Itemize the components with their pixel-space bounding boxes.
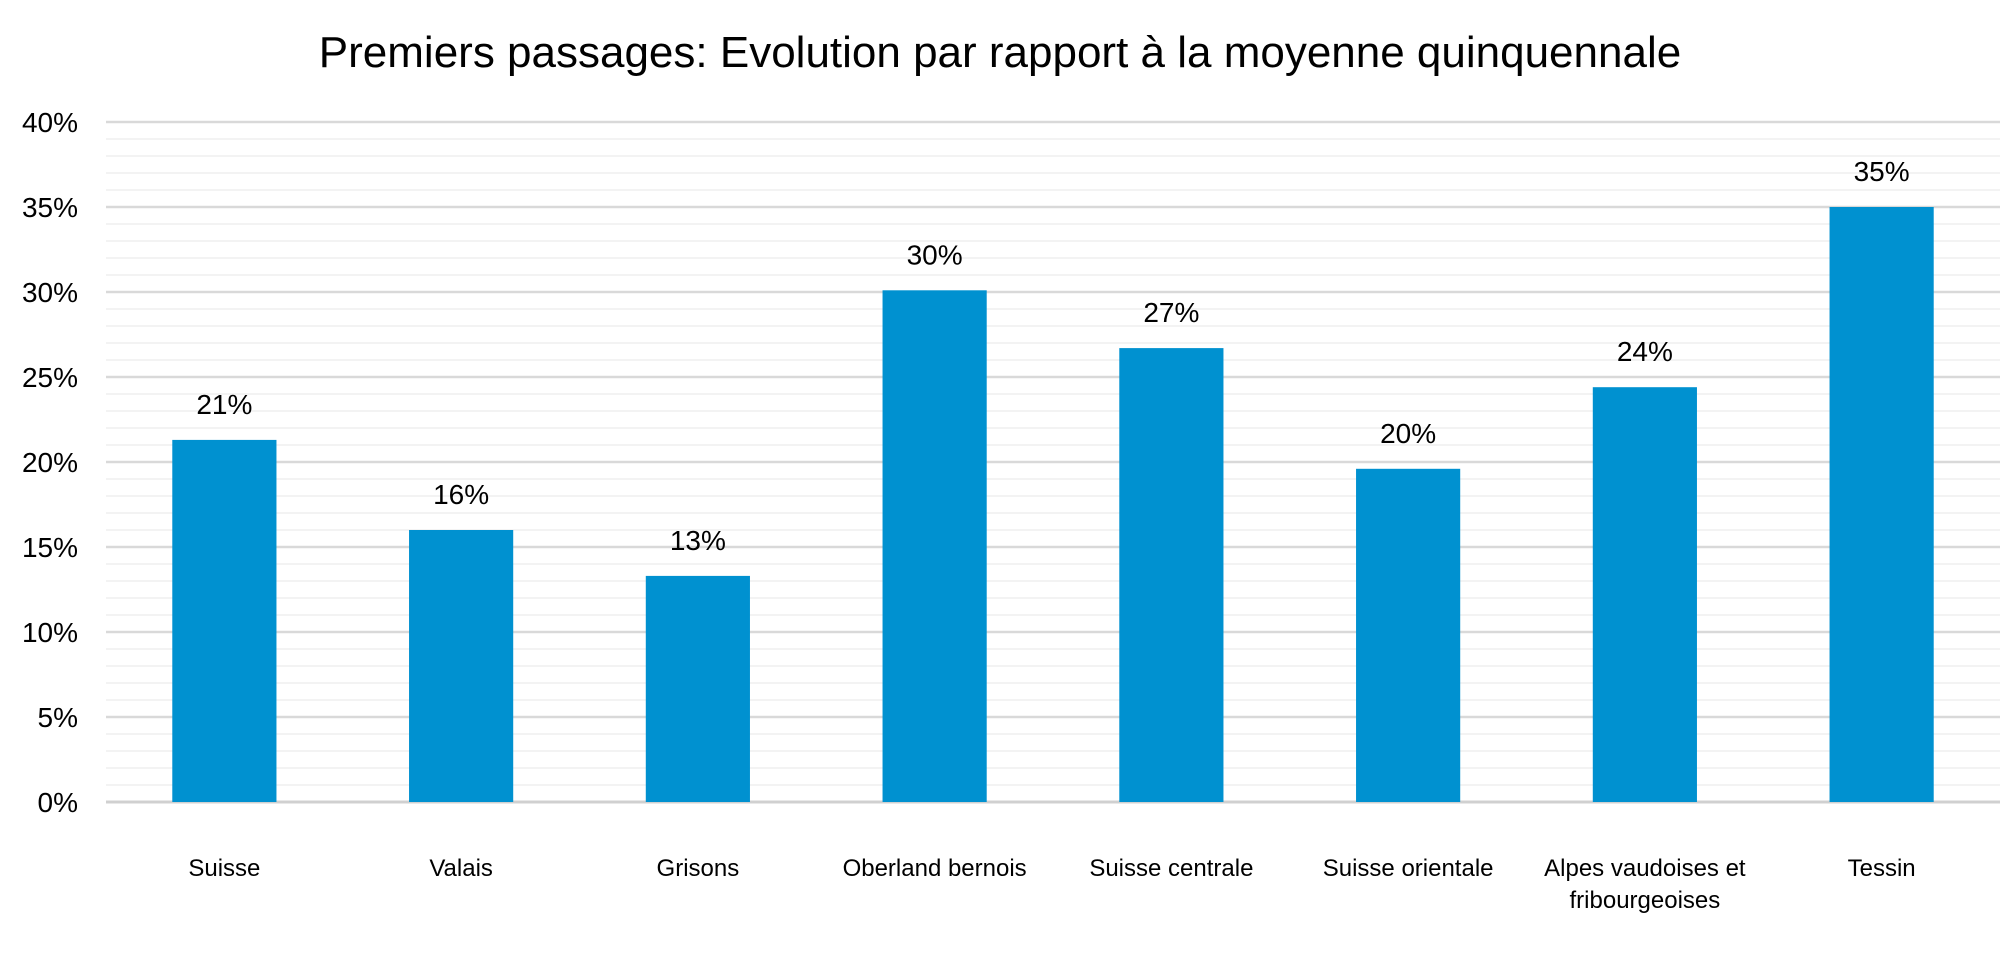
data-label: 27% bbox=[1143, 297, 1199, 328]
y-tick-label: 0% bbox=[38, 787, 78, 818]
data-label: 21% bbox=[196, 389, 252, 420]
x-tick-label: Oberland bernois bbox=[843, 855, 1027, 882]
x-tick-label: Suisse orientale bbox=[1323, 855, 1494, 882]
y-tick-label: 25% bbox=[22, 362, 78, 393]
bar bbox=[409, 530, 514, 802]
y-axis-tick-labels: 0% 5% 10% 15% 20% 25% 30% 35% 40% bbox=[22, 107, 78, 818]
y-tick-label: 5% bbox=[38, 702, 78, 733]
bars bbox=[172, 207, 1934, 802]
x-tick-label: Suisse bbox=[188, 855, 260, 882]
bar bbox=[1119, 348, 1224, 802]
bar bbox=[172, 439, 277, 802]
chart-title: Premiers passages: Evolution par rapport… bbox=[318, 28, 1682, 77]
y-tick-label: 40% bbox=[22, 107, 78, 138]
data-label: 35% bbox=[1854, 156, 1910, 187]
data-label: 16% bbox=[433, 479, 489, 510]
x-axis-tick-labels: Suisse Valais Grisons Oberland bernois Suiss… bbox=[188, 855, 1915, 914]
data-label: 13% bbox=[670, 525, 726, 556]
y-tick-label: 35% bbox=[22, 192, 78, 223]
x-tick-label: Grisons bbox=[657, 855, 740, 882]
y-tick-label: 10% bbox=[22, 617, 78, 648]
bar bbox=[645, 575, 750, 802]
y-tick-label: 20% bbox=[22, 447, 78, 478]
x-tick-label: Valais bbox=[429, 855, 493, 882]
y-tick-label: 15% bbox=[22, 532, 78, 563]
bar bbox=[1356, 468, 1461, 802]
data-label: 20% bbox=[1380, 418, 1436, 449]
data-label: 30% bbox=[907, 239, 963, 270]
y-tick-label: 30% bbox=[22, 277, 78, 308]
data-labels: 21% 16% 13% 30% 27% 20% 24% 35% bbox=[196, 156, 1909, 556]
data-label: 24% bbox=[1617, 336, 1673, 367]
gridlines bbox=[106, 120, 2000, 804]
x-tick-label: Suisse centrale bbox=[1089, 855, 1253, 882]
x-tick-label: Alpes vaudoises et fribourgeoises bbox=[1544, 855, 1746, 914]
bar bbox=[882, 290, 987, 802]
bar bbox=[1829, 207, 1934, 802]
x-tick-label: Tessin bbox=[1848, 855, 1916, 882]
bar bbox=[1592, 387, 1697, 802]
